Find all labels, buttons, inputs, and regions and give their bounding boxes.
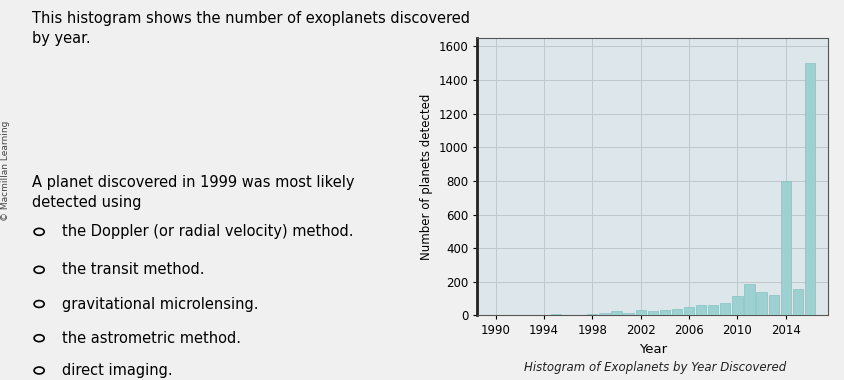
- Bar: [755, 292, 766, 315]
- Bar: [803, 63, 814, 315]
- Bar: [647, 311, 657, 315]
- Text: the astrometric method.: the astrometric method.: [62, 331, 241, 346]
- Bar: [744, 284, 754, 315]
- Bar: [671, 309, 681, 315]
- Bar: [695, 305, 706, 315]
- Bar: [719, 303, 729, 315]
- Bar: [683, 307, 694, 315]
- Bar: [635, 310, 645, 315]
- Y-axis label: Number of planets detected: Number of planets detected: [419, 93, 433, 260]
- Text: the Doppler (or radial velocity) method.: the Doppler (or radial velocity) method.: [62, 224, 354, 239]
- Bar: [732, 296, 742, 315]
- Text: This histogram shows the number of exoplanets discovered
by year.: This histogram shows the number of exopl…: [32, 11, 469, 46]
- Bar: [659, 310, 669, 315]
- Bar: [623, 313, 633, 315]
- Bar: [587, 314, 597, 315]
- Text: Histogram of Exoplanets by Year Discovered: Histogram of Exoplanets by Year Discover…: [523, 361, 785, 374]
- Bar: [550, 314, 560, 315]
- X-axis label: Year: Year: [638, 343, 666, 356]
- Bar: [768, 295, 778, 315]
- Text: © Macmillan Learning: © Macmillan Learning: [1, 121, 10, 221]
- Text: A planet discovered in 1999 was most likely
detected using: A planet discovered in 1999 was most lik…: [32, 175, 354, 210]
- Bar: [707, 305, 717, 315]
- Bar: [792, 288, 802, 315]
- Bar: [598, 313, 609, 315]
- Text: direct imaging.: direct imaging.: [62, 363, 172, 378]
- Text: gravitational microlensing.: gravitational microlensing.: [62, 296, 258, 312]
- Bar: [610, 311, 621, 315]
- Text: the transit method.: the transit method.: [62, 262, 204, 277]
- Bar: [780, 181, 790, 315]
